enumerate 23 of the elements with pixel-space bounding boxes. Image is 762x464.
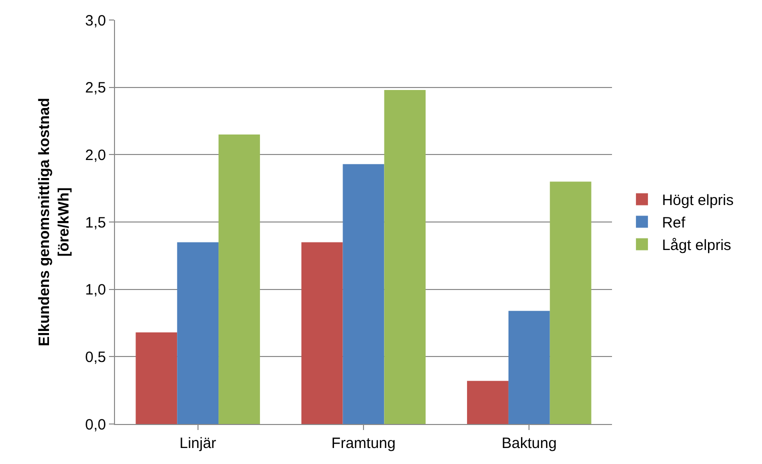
x-tick-label: Baktung	[502, 435, 557, 452]
legend-label: Högt elpris	[662, 192, 734, 210]
y-tick-label: 2,0	[85, 146, 106, 164]
legend-label: Lågt elpris	[662, 237, 732, 254]
bar	[177, 242, 219, 424]
x-tick-label: Linjär	[179, 435, 216, 452]
x-tick-label: Framtung	[331, 435, 396, 452]
bar	[136, 332, 178, 424]
y-tick-label: 1,5	[85, 214, 106, 232]
bar	[467, 380, 508, 424]
y-tick-label: 3,0	[85, 12, 106, 30]
y-tick-label: 2,5	[85, 80, 106, 97]
legend-label: Ref	[662, 214, 686, 232]
y-tick-label: 1,0	[85, 282, 106, 299]
y-tick-label: 0,5	[85, 348, 106, 366]
bar	[342, 164, 384, 424]
bar	[508, 310, 550, 424]
bar	[550, 182, 592, 424]
bar	[218, 134, 260, 424]
y-axis-title: Elkundens genomsnittliga kostnad [öre/kWh]	[36, 98, 72, 346]
y-tick-label: 0,0	[85, 416, 106, 434]
bar	[384, 90, 426, 424]
bar	[301, 242, 343, 424]
